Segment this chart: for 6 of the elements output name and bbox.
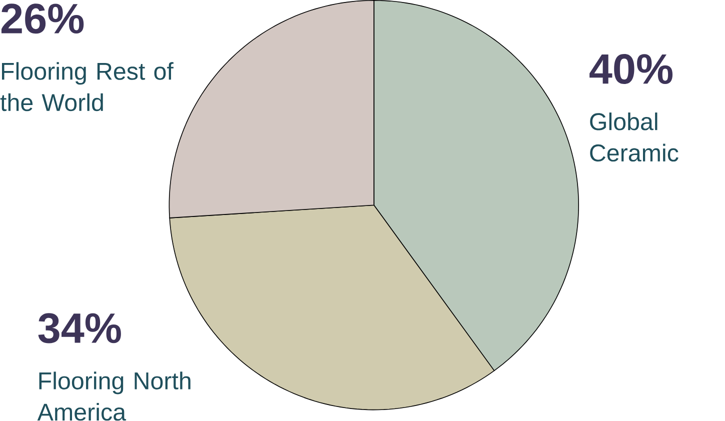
slice-label: Global Ceramic — [590, 112, 678, 162]
slice-label: Flooring Rest of the World — [0, 62, 174, 112]
data-label: 40% — [590, 54, 673, 84]
slice-label: Flooring North America — [37, 372, 190, 421]
data-label: 26% — [1, 4, 84, 34]
data-label: 34% — [38, 313, 121, 344]
